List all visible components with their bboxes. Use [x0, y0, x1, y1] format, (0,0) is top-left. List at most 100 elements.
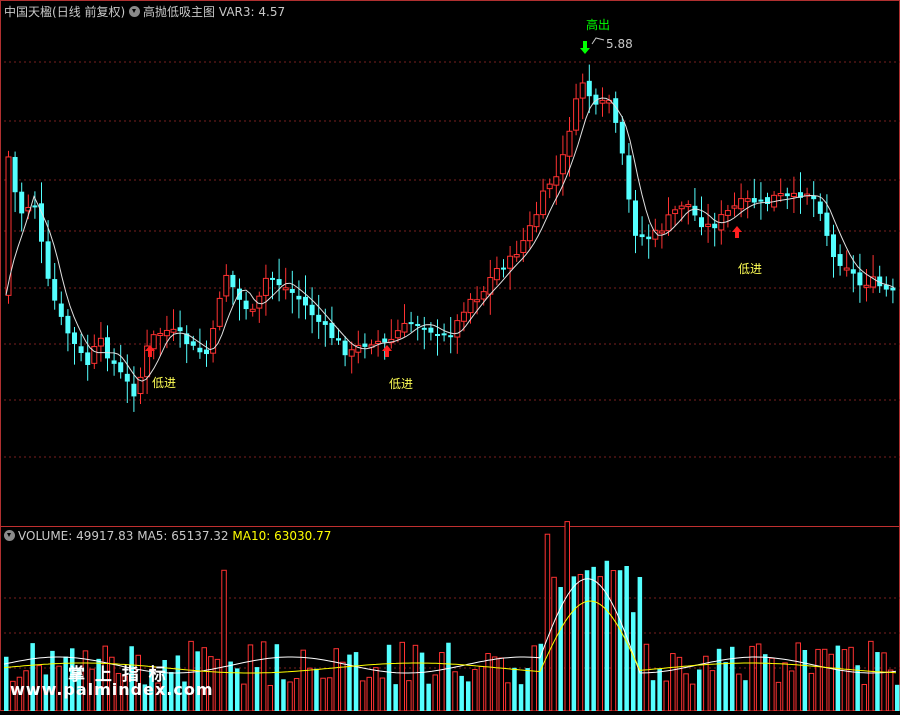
- volume-bar: [683, 673, 689, 712]
- high-price-leader: [591, 37, 605, 45]
- volume-bar: [538, 643, 544, 711]
- volume-bar: [597, 576, 603, 712]
- buy-signal-label: 低进: [152, 376, 176, 390]
- volume-bar: [439, 652, 445, 712]
- candle-body: [513, 254, 520, 258]
- volume-bar: [412, 644, 419, 712]
- candle-body: [329, 322, 335, 339]
- volume-bar: [267, 684, 273, 712]
- volume-bar: [584, 570, 590, 711]
- price-pane-header: 中国天楹(日线 前复权) 高抛低吸主图 VAR3: 4.57: [4, 3, 285, 20]
- volume-bar: [808, 672, 815, 712]
- candle-body: [144, 345, 151, 378]
- volume-toggle-icon[interactable]: [4, 530, 15, 541]
- candle-body: [448, 335, 454, 338]
- candle-body: [784, 193, 790, 197]
- volume-bar: [293, 678, 300, 712]
- candle-body: [501, 267, 506, 270]
- candle-body: [540, 190, 547, 216]
- volume-bar: [142, 684, 148, 711]
- candle-body: [428, 327, 434, 333]
- volume-bar: [63, 656, 68, 711]
- candle-body: [724, 210, 731, 216]
- candle-body: [355, 344, 362, 353]
- candle-body: [52, 279, 58, 301]
- volume-bar: [637, 576, 643, 711]
- high-price-label: 5.88: [606, 37, 633, 51]
- volume-bar: [419, 652, 425, 711]
- volume-bar: [689, 683, 696, 712]
- volume-bar: [169, 672, 174, 711]
- candle-body: [177, 327, 183, 332]
- candle-body: [678, 205, 685, 210]
- candle-body: [467, 298, 474, 314]
- candle-body: [890, 287, 896, 291]
- indicator-toggle-icon[interactable]: [129, 6, 141, 17]
- volume-bar: [571, 576, 577, 711]
- candle-body: [837, 254, 843, 266]
- volume-bar: [485, 653, 491, 712]
- ma10-label: MA10:: [232, 529, 271, 543]
- volume-bar: [452, 671, 458, 712]
- volume-bar: [749, 645, 755, 712]
- volume-bar: [162, 659, 167, 711]
- candle-body: [276, 279, 282, 286]
- candle-body: [137, 376, 144, 395]
- volume-bar: [300, 649, 306, 712]
- candle-body: [738, 198, 745, 210]
- volume-bar: [50, 650, 55, 711]
- candle-body: [633, 200, 638, 236]
- volume-bar: [149, 669, 154, 711]
- volume-bar: [795, 642, 801, 712]
- volume-pane-header: VOLUME: 49917.83 MA5: 65137.32 MA10: 630…: [4, 529, 331, 543]
- candle-body: [441, 333, 447, 336]
- volume-bar: [498, 657, 504, 712]
- volume-bar: [650, 680, 656, 711]
- volume-bar: [775, 681, 782, 712]
- candle-body: [883, 284, 889, 290]
- candle-body: [857, 272, 863, 286]
- candle-body: [216, 297, 223, 327]
- volume-bar: [855, 665, 860, 711]
- candle-body: [507, 255, 514, 269]
- candle-body: [322, 321, 328, 325]
- volume-bar: [333, 648, 339, 712]
- candle-body: [163, 329, 170, 337]
- buy-arrow-icon: [382, 345, 392, 357]
- volume-bar: [716, 648, 722, 711]
- volume-bar: [835, 645, 841, 711]
- candle-body: [493, 268, 500, 281]
- candle-body: [831, 234, 836, 258]
- volume-bar: [446, 642, 451, 711]
- volume-bar: [815, 648, 821, 712]
- volume-bar: [366, 676, 372, 712]
- candle-body: [811, 195, 817, 200]
- volume-bar: [558, 587, 563, 711]
- volume-bar: [881, 652, 887, 712]
- buy-signal-label: 低进: [738, 262, 762, 276]
- volume-bar: [518, 684, 524, 711]
- candle-body: [454, 320, 461, 338]
- volume-bar: [43, 674, 49, 711]
- candle-body: [19, 191, 25, 214]
- candle-body: [599, 99, 606, 104]
- candle-body: [526, 225, 533, 242]
- volume-bar: [281, 679, 286, 711]
- candle-body: [579, 82, 586, 99]
- candle-body: [262, 277, 269, 296]
- volume-bar: [763, 654, 768, 711]
- candle-body: [613, 98, 619, 123]
- candle-body: [824, 212, 830, 236]
- candle-body: [131, 383, 137, 397]
- volume-bar: [821, 648, 828, 712]
- candle-body: [692, 205, 698, 216]
- volume-bar: [195, 651, 200, 711]
- candle-body: [626, 155, 632, 200]
- volume-bar: [214, 658, 221, 712]
- candle-body: [408, 322, 414, 325]
- candle-body: [157, 332, 164, 336]
- candle-body: [672, 209, 679, 215]
